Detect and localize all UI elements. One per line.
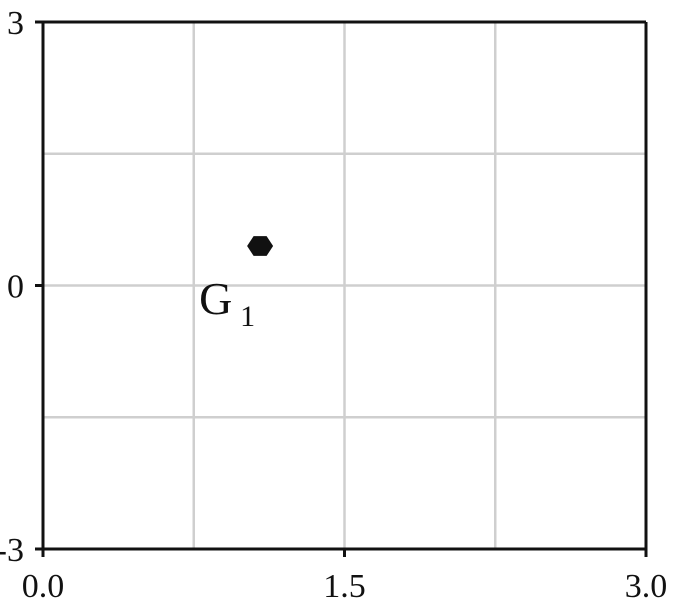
x-tick-label-3: 3.0 bbox=[625, 568, 668, 605]
grid-lines bbox=[43, 22, 646, 549]
data-point-subscript-1: 1 bbox=[240, 300, 255, 333]
y-tick-label-1: 3 bbox=[7, 5, 24, 42]
data-point-label-1: G bbox=[199, 273, 232, 324]
data-point-1 bbox=[247, 236, 274, 256]
axes bbox=[35, 20, 648, 557]
y-tick-label-2: 0 bbox=[7, 269, 24, 306]
tick-labels: 0.0 1.5 3.0 3 0 -3 bbox=[0, 5, 667, 605]
x-tick-label-2: 1.5 bbox=[323, 568, 366, 605]
y-tick-label-3: -3 bbox=[0, 532, 24, 569]
x-tick-label-1: 0.0 bbox=[22, 568, 65, 605]
